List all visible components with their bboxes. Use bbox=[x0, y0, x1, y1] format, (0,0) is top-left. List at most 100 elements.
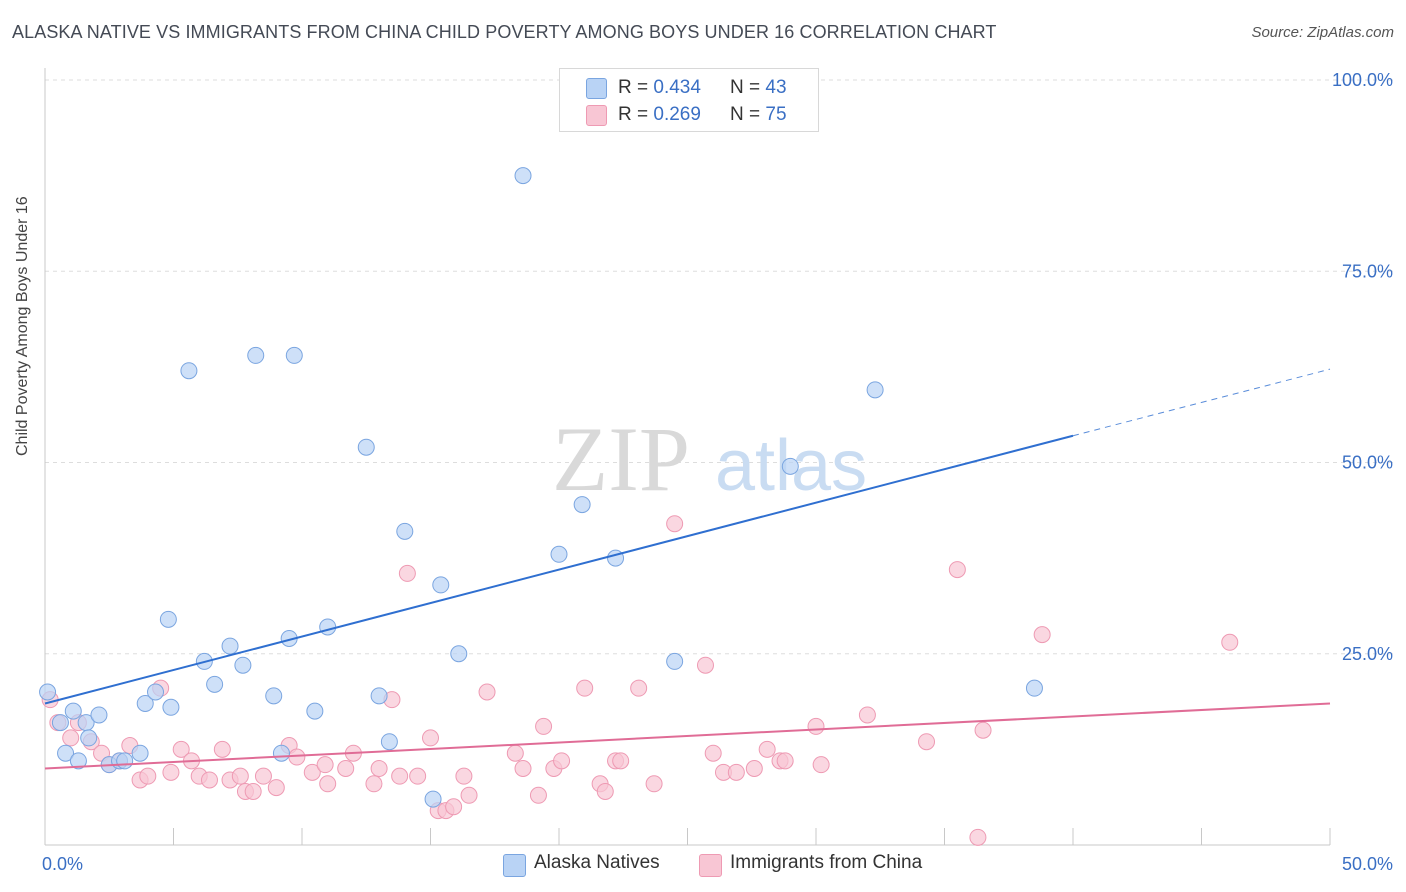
y-tick-label: 100.0% bbox=[1332, 70, 1393, 90]
y-tick-label: 25.0% bbox=[1342, 644, 1393, 664]
alaska-natives-point bbox=[90, 706, 108, 724]
legend-r-value-1: 0.434 bbox=[653, 77, 701, 98]
immigrants-from-china-point bbox=[758, 740, 776, 758]
legend-swatch-pink bbox=[699, 854, 722, 877]
y-tick-label: 75.0% bbox=[1342, 261, 1393, 281]
immigrants-from-china-point bbox=[455, 767, 473, 785]
immigrants-from-china-point bbox=[514, 760, 532, 777]
y-tick-label: 50.0% bbox=[1342, 453, 1393, 473]
alaska-natives-point bbox=[159, 610, 177, 628]
alaska-natives-point bbox=[319, 618, 337, 636]
immigrants-from-china-point bbox=[409, 767, 427, 785]
alaska-natives-point bbox=[396, 522, 414, 540]
immigrants-from-china-point bbox=[422, 729, 439, 747]
immigrants-from-china-point bbox=[231, 767, 249, 785]
immigrants-from-china-point bbox=[365, 775, 383, 793]
immigrants-from-china-point bbox=[172, 740, 190, 758]
immigrants-from-china-point bbox=[391, 767, 409, 785]
immigrants-from-china-point bbox=[1221, 633, 1239, 651]
legend-row-immigrants-from-china: R = 0.269 N = 75 bbox=[560, 102, 818, 128]
immigrants-from-china-point bbox=[506, 744, 524, 762]
immigrants-from-china-point bbox=[807, 717, 825, 735]
alaska-natives-point bbox=[162, 698, 180, 716]
alaska-natives-point bbox=[432, 576, 450, 594]
x-tick-label: 50.0% bbox=[1342, 854, 1393, 874]
alaska-natives-point bbox=[206, 675, 224, 693]
immigrants-from-china-point bbox=[535, 717, 553, 735]
legend-n-value-2: 75 bbox=[765, 104, 787, 125]
immigrants-from-china-point bbox=[576, 679, 594, 697]
alaska-natives-point bbox=[272, 744, 290, 762]
alaska-natives-point bbox=[80, 729, 98, 747]
legend-n: N = 43 bbox=[730, 77, 787, 98]
immigrants-from-china-point bbox=[812, 756, 830, 774]
immigrants-from-china-point bbox=[666, 515, 684, 533]
immigrants-from-china-point bbox=[267, 779, 285, 797]
immigrants-from-china-point bbox=[213, 740, 231, 758]
immigrants-from-china-point bbox=[918, 733, 936, 751]
legend-swatch-blue bbox=[503, 854, 526, 877]
immigrants-from-china-point bbox=[370, 760, 388, 777]
immigrants-from-china-point bbox=[776, 752, 794, 770]
immigrants-from-china-point bbox=[645, 775, 663, 793]
immigrants-from-china-point bbox=[460, 786, 478, 804]
legend-swatch-blue bbox=[586, 78, 607, 99]
alaska-natives-point bbox=[781, 457, 799, 475]
legend-n: N = 75 bbox=[730, 104, 787, 125]
immigrants-from-china-point bbox=[478, 683, 496, 701]
alaska-natives-point bbox=[866, 381, 884, 399]
alaska-natives-point bbox=[573, 496, 591, 514]
immigrants-from-china-point bbox=[139, 767, 157, 785]
alaska-natives-point bbox=[306, 702, 324, 720]
alaska-natives-point bbox=[39, 683, 57, 701]
alaska-natives-point bbox=[180, 362, 198, 380]
watermark-zip: ZIP bbox=[552, 408, 690, 510]
alaska-natives-point bbox=[666, 652, 684, 670]
immigrants-from-china-point bbox=[200, 771, 218, 789]
y-axis-label: Child Poverty Among Boys Under 16 bbox=[14, 196, 31, 456]
immigrants-from-china-point bbox=[969, 828, 987, 846]
legend-label-alaska-natives: Alaska Natives bbox=[534, 852, 660, 873]
immigrants-from-china-point bbox=[630, 679, 648, 697]
immigrants-from-china-point bbox=[696, 656, 714, 674]
legend-r: R = 0.434 bbox=[618, 77, 701, 98]
x-tick-label: 0.0% bbox=[42, 854, 83, 874]
alaska-natives-point bbox=[357, 438, 375, 456]
trend-line-immigrants-from-china bbox=[44, 702, 1331, 770]
alaska-natives-point bbox=[51, 714, 69, 732]
alaska-natives-point bbox=[1025, 679, 1043, 697]
immigrants-from-china-point bbox=[704, 744, 722, 762]
legend-swatch-pink bbox=[586, 105, 607, 126]
alaska-natives-point bbox=[370, 687, 388, 705]
immigrants-from-china-point bbox=[316, 756, 334, 774]
legend-row-alaska-natives: R = 0.434 N = 43 bbox=[560, 75, 818, 101]
alaska-natives-point bbox=[69, 752, 87, 770]
alaska-natives-point bbox=[450, 645, 468, 663]
immigrants-from-china-point bbox=[948, 561, 966, 579]
immigrants-from-china-point bbox=[337, 760, 355, 777]
alaska-natives-point bbox=[57, 744, 75, 762]
legend-n-value-1: 43 bbox=[765, 77, 787, 98]
immigrants-from-china-point bbox=[974, 721, 992, 739]
tick-labels: 25.0% 50.0% 75.0% 100.0% 0.0% 50.0% bbox=[42, 70, 1393, 874]
alaska-natives-point bbox=[221, 637, 239, 655]
immigrants-from-china-point bbox=[612, 752, 630, 770]
chart-title: ALASKA NATIVE VS IMMIGRANTS FROM CHINA C… bbox=[12, 22, 997, 42]
legend-r-value-2: 0.269 bbox=[653, 104, 701, 125]
immigrants-from-china-point bbox=[745, 760, 763, 777]
immigrants-from-china-point bbox=[596, 782, 614, 800]
immigrants-from-china-point bbox=[254, 767, 272, 785]
immigrants-from-china-point bbox=[1033, 626, 1051, 644]
alaska-natives-point bbox=[136, 694, 154, 712]
immigrants-from-china-point bbox=[303, 763, 321, 781]
immigrants-from-china-point bbox=[858, 706, 876, 724]
alaska-natives-point bbox=[116, 752, 134, 770]
immigrants-from-china-point bbox=[727, 763, 745, 781]
legend-r: R = 0.269 bbox=[618, 104, 701, 125]
series-alaska-natives-points bbox=[39, 167, 1043, 808]
alaska-natives-point bbox=[247, 346, 265, 364]
alaska-natives-point bbox=[514, 167, 532, 185]
immigrants-from-china-point bbox=[553, 752, 571, 770]
immigrants-from-china-point bbox=[398, 564, 416, 582]
